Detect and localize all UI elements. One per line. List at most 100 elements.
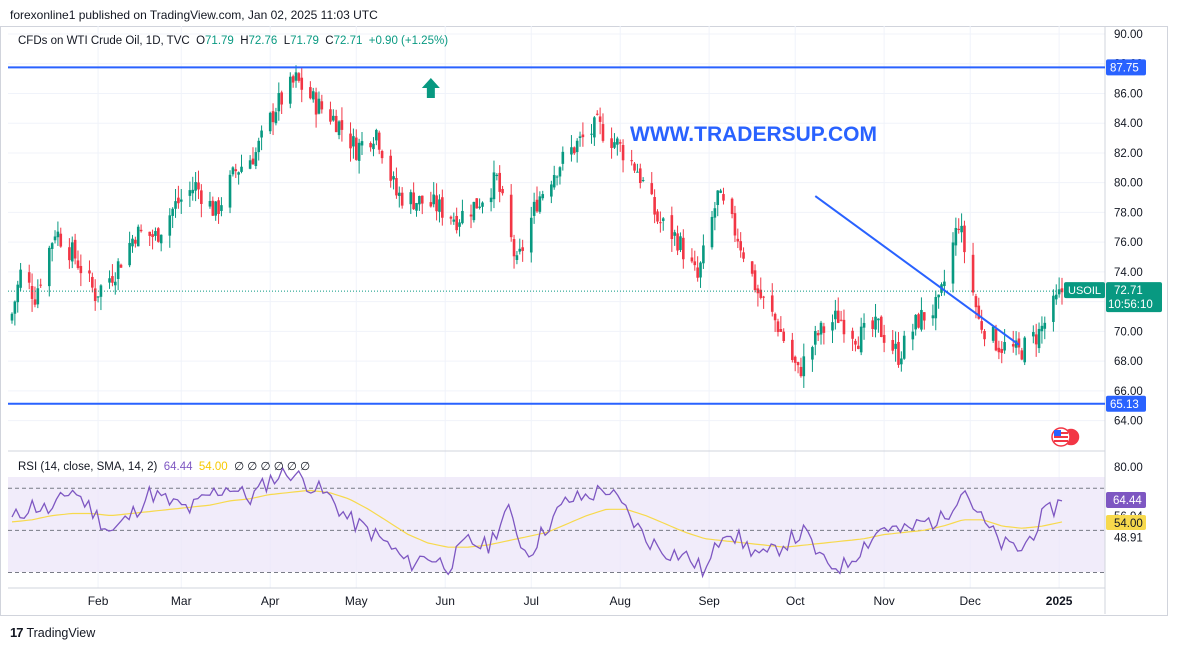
candle-body: [33, 299, 37, 305]
candle-body: [108, 278, 111, 283]
candle-body: [819, 322, 823, 335]
rsi-label: RSI (14, close, SMA, 14, 2): [18, 461, 158, 473]
candle-body: [389, 155, 392, 181]
time-tick-label: Nov: [873, 594, 894, 608]
candle-body: [811, 347, 814, 360]
candle-body: [971, 254, 975, 293]
candle-body: [822, 326, 826, 333]
price-tick-label: 74.00: [1114, 267, 1143, 279]
candle-body: [555, 176, 559, 178]
candle-body: [917, 314, 920, 328]
rsi-value: 64.44: [163, 461, 193, 473]
candle-body: [977, 305, 981, 319]
candles-layer: [10, 65, 1064, 388]
candle-body: [638, 168, 642, 184]
candle-body: [288, 76, 292, 104]
candle-body: [997, 347, 1001, 353]
candle-body: [920, 309, 923, 330]
candle-body: [461, 210, 464, 224]
candle-body: [501, 188, 504, 194]
candle-body: [30, 286, 34, 299]
candle-body: [429, 202, 433, 207]
candle-body: [39, 284, 42, 286]
candle-body: [409, 192, 413, 205]
candle-body: [529, 217, 533, 253]
candle-body: [237, 172, 240, 175]
candle-body: [171, 208, 174, 216]
candle-body: [673, 232, 677, 236]
candle-body: [676, 233, 679, 251]
candle-body: [593, 117, 596, 138]
symbol-legend[interactable]: CFDs on WTI Crude Oil, 1D, TVC O71.79 H7…: [18, 35, 449, 47]
candle-body: [47, 247, 51, 287]
candle-body: [581, 134, 585, 138]
candle-body: [770, 295, 774, 312]
candle-body: [73, 239, 77, 259]
candle-body: [116, 261, 120, 279]
candle-body: [314, 92, 318, 115]
candle-body: [360, 141, 364, 146]
candle-body: [13, 301, 17, 314]
candle-body: [151, 234, 154, 237]
candle-body: [1003, 342, 1006, 351]
level-price-tag: [1106, 59, 1146, 76]
candle-body: [1032, 332, 1035, 337]
close-value: 72.71: [333, 35, 363, 47]
candle-body: [10, 313, 14, 321]
candle-body: [1014, 340, 1018, 348]
candle-body: [50, 243, 54, 249]
candle-body: [521, 247, 524, 251]
candle-body: [943, 281, 946, 287]
low-value: 71.79: [290, 35, 319, 47]
candle-body: [88, 270, 91, 274]
candle-body: [438, 199, 441, 212]
candle-body: [857, 345, 860, 349]
candle-body: [200, 190, 203, 204]
rsi-sma-value: 54.00: [198, 461, 228, 473]
trend-line[interactable]: [814, 195, 1020, 346]
candle-body: [194, 182, 197, 191]
candle-body: [297, 73, 301, 81]
candle-body: [1052, 295, 1055, 322]
watermark: WWW.TRADERSUP.COM: [630, 123, 877, 146]
candle-body: [991, 326, 995, 341]
rsi-value-tag: [1106, 491, 1146, 508]
candle-body: [756, 288, 760, 294]
candle-body: [931, 315, 935, 319]
candle-body: [601, 124, 605, 141]
candle-body: [254, 152, 258, 167]
candle-body: [380, 151, 384, 159]
candle-body: [957, 228, 961, 231]
candle-body: [188, 190, 192, 196]
us-flag-icon[interactable]: [1051, 427, 1081, 447]
candle-body: [257, 140, 261, 153]
candle-body: [779, 329, 783, 332]
candle-body: [1040, 325, 1044, 332]
candle-body: [300, 77, 304, 90]
candle-body: [512, 239, 516, 257]
chart-frame: [0, 26, 1168, 616]
candle-body: [369, 142, 372, 148]
countdown-label: 10:56:10: [1108, 299, 1153, 311]
candle-body: [980, 321, 983, 330]
rsi-legend[interactable]: RSI (14, close, SMA, 14, 2) 64.44 54.00 …: [18, 459, 310, 473]
candle-body: [831, 322, 834, 331]
candle-body: [271, 111, 275, 123]
candle-body: [693, 261, 697, 266]
candle-body: [36, 288, 40, 305]
candle-body: [475, 198, 479, 209]
candle-body: [902, 335, 906, 359]
price-tick-label: 90.00: [1114, 29, 1143, 41]
candle-body: [974, 296, 978, 308]
footer-brand[interactable]: 17 TradingView: [10, 625, 95, 640]
candle-body: [400, 192, 404, 206]
candle-body: [656, 211, 659, 222]
candle-body: [719, 190, 722, 193]
candle-body: [96, 296, 100, 298]
candle-body: [762, 296, 765, 298]
candle-body: [139, 229, 143, 232]
candle-body: [561, 151, 565, 164]
candle-body: [1034, 334, 1038, 345]
candle-body: [782, 331, 786, 342]
